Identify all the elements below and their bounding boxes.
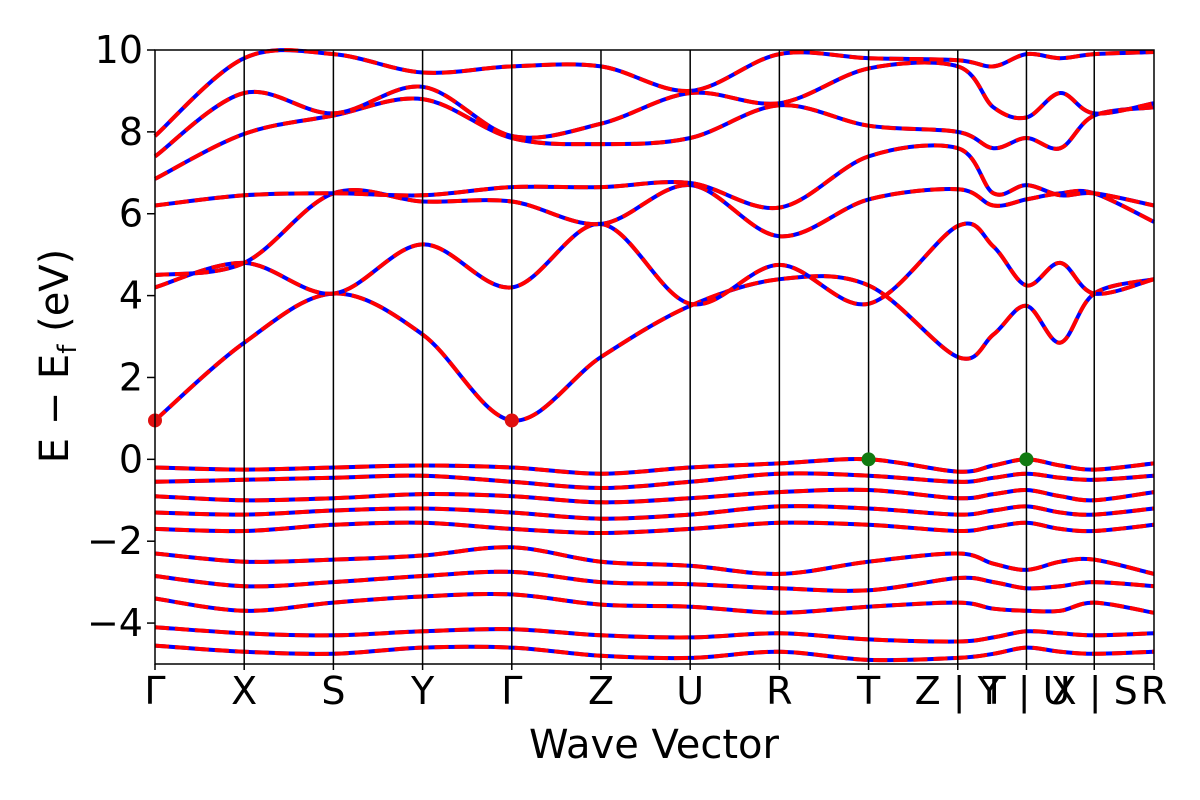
band-spin-up-line xyxy=(154,221,1155,307)
x-tick-label: T xyxy=(856,669,881,713)
band-spin-down-line xyxy=(154,591,1155,615)
band-vb6 xyxy=(154,545,1155,576)
band-spin-up-line xyxy=(154,96,1155,181)
band-spin-down-line xyxy=(153,48,1155,138)
y-tick-label: −2 xyxy=(87,519,143,563)
band-cb2 xyxy=(154,221,1155,307)
y-tick-label: 4 xyxy=(119,274,143,318)
band-vb3 xyxy=(154,487,1155,505)
x-tick-label: U xyxy=(676,669,704,713)
vbm-marker xyxy=(1019,452,1034,467)
band-spin-up-line xyxy=(153,48,1155,138)
x-tick-label: Z | Y xyxy=(915,669,1002,714)
band-vb4 xyxy=(154,504,1155,521)
band-spin-down-line xyxy=(154,504,1155,521)
bands-layer xyxy=(153,48,1155,663)
band-vb5 xyxy=(154,520,1155,536)
y-axis-title-main: E − E xyxy=(32,354,78,464)
x-axis-title: Wave Vector xyxy=(529,722,780,768)
cbm-marker xyxy=(504,413,519,428)
y-tick-label: 10 xyxy=(95,28,143,72)
band-spin-up-line xyxy=(153,274,1155,423)
band-cb7 xyxy=(153,48,1155,138)
x-tick-label: R xyxy=(1141,669,1167,713)
band-cb5 xyxy=(154,96,1155,181)
band-spin-down-line xyxy=(154,520,1155,536)
x-tick-label: X | S xyxy=(1051,669,1138,714)
x-tick-label: Γ xyxy=(144,669,165,713)
band-cb4 xyxy=(154,143,1155,211)
band-spin-down-line xyxy=(154,457,1155,476)
y-axis-title-unit: (eV) xyxy=(32,249,78,345)
band-vb10 xyxy=(154,643,1155,663)
x-tick-label: Y xyxy=(410,669,435,713)
x-tick-label: Γ xyxy=(501,669,522,713)
y-tick-label: 8 xyxy=(119,110,143,154)
band-vb9 xyxy=(154,625,1155,644)
band-spin-down-line xyxy=(154,625,1155,644)
band-spin-down-line xyxy=(153,274,1155,423)
y-axis-title: E − Ef (eV) xyxy=(32,249,83,464)
band-spin-up-line xyxy=(154,569,1155,593)
band-cb3 xyxy=(154,183,1155,278)
band-spin-down-line xyxy=(154,143,1155,211)
x-tick-label: S xyxy=(321,669,345,713)
x-tick-label: T | U xyxy=(981,669,1070,714)
plot-frame xyxy=(154,49,1155,665)
band-vb2 xyxy=(154,471,1155,491)
band-spin-down-line xyxy=(154,96,1155,181)
band-vb7 xyxy=(154,569,1155,593)
y-tick-label: 0 xyxy=(119,437,143,481)
x-tick-label: X xyxy=(231,669,257,713)
y-axis-title-subscript: f xyxy=(53,344,83,354)
band-cb1 xyxy=(153,274,1155,423)
y-axis-ticks: −4 −2 0 2 4 6 8 10 xyxy=(87,28,155,645)
y-tick-label: 2 xyxy=(119,355,143,399)
band-vb1 xyxy=(154,457,1155,476)
band-spin-down-line xyxy=(154,643,1155,663)
band-spin-down-line xyxy=(154,487,1155,505)
y-tick-label: −4 xyxy=(87,601,143,645)
band-spin-down-line xyxy=(154,221,1155,307)
kpath-lines xyxy=(243,50,1095,664)
markers-layer xyxy=(148,413,1034,467)
band-vb8 xyxy=(154,591,1155,615)
band-spin-down-line xyxy=(154,569,1155,593)
x-tick-label: R xyxy=(766,669,792,713)
x-tick-label: Z xyxy=(588,669,614,713)
band-spin-down-line xyxy=(154,545,1155,576)
band-spin-down-line xyxy=(154,183,1155,278)
vbm-marker xyxy=(861,452,876,467)
y-tick-label: 6 xyxy=(119,192,143,236)
band-spin-down-line xyxy=(154,471,1155,491)
